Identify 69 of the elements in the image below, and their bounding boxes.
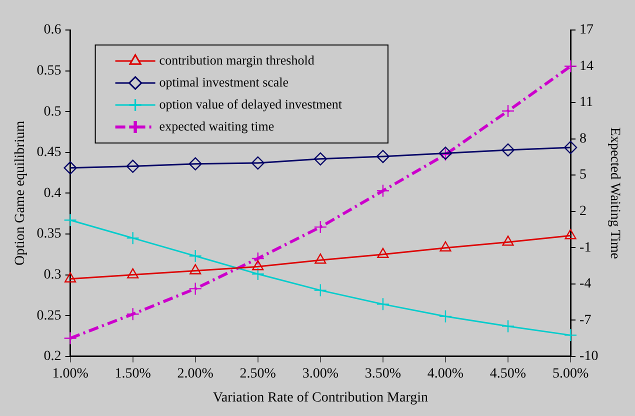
y2-tick-label: -1 (580, 240, 592, 256)
x-tick-label: 3.50% (364, 366, 402, 382)
y-tick-label: 0.2 (44, 349, 62, 364)
y-axis-title: Option Game equilibrium (13, 120, 28, 266)
y-tick-label: 0.45 (36, 145, 62, 160)
x-tick-label: 5.00% (552, 366, 589, 382)
x-tick-label: 4.50% (490, 366, 526, 382)
y2-axis-title: Expected Waiting Time (606, 127, 622, 260)
point (188, 249, 202, 263)
legend-label: expected waiting time (159, 118, 274, 134)
point (126, 231, 140, 245)
point (564, 328, 578, 342)
y-tick-label: 0.3 (44, 267, 62, 282)
y2-tick-label: -4 (580, 276, 592, 292)
point (376, 184, 390, 198)
x-tick-label: 3.00% (302, 366, 339, 382)
y2-tick-label: -10 (580, 349, 598, 364)
y2-tick-label: 5 (580, 168, 587, 183)
point (564, 140, 578, 154)
point (314, 220, 328, 234)
point (64, 161, 77, 175)
point (251, 267, 264, 281)
y2-tick-label: 8 (580, 131, 587, 146)
y-tick-label: 0.6 (44, 22, 62, 38)
y-tick-label: 0.55 (36, 63, 62, 78)
point (127, 268, 139, 278)
point (564, 229, 576, 240)
point (501, 320, 515, 333)
point (438, 310, 452, 324)
point (64, 214, 77, 227)
legend-label: contribution margin threshold (159, 52, 315, 68)
y2-tick-label: -7 (580, 312, 592, 328)
point (188, 157, 202, 170)
x-tick-label: 1.00% (52, 366, 89, 382)
x-tick-label: 1.50% (114, 366, 152, 382)
point (377, 248, 389, 258)
y-tick-label: 0.35 (36, 226, 62, 242)
point (376, 298, 390, 311)
point (564, 60, 578, 73)
legend-label: option value of delayed investment (159, 96, 342, 112)
point (440, 241, 452, 252)
x-axis-title: Variation Rate of Contribution Margin (212, 390, 428, 406)
point (251, 156, 264, 170)
x-tick-label: 4.00% (427, 366, 464, 382)
point (64, 272, 76, 282)
y-tick-label: 0.25 (36, 308, 62, 324)
x-tick-label: 2.50% (240, 366, 276, 382)
y2-tick-label: 17 (580, 22, 594, 38)
point (64, 332, 77, 345)
y2-tick-label: 2 (580, 204, 587, 220)
point (126, 307, 140, 321)
y-tick-label: 0.4 (44, 186, 62, 201)
point (188, 282, 202, 296)
y-tick-label: 0.5 (44, 104, 62, 120)
point (251, 252, 264, 266)
legend-label: optimal investment scale (159, 74, 289, 90)
y2-tick-label: 11 (580, 95, 594, 110)
point (314, 284, 328, 297)
point (501, 143, 515, 157)
x-tick-label: 2.00% (177, 366, 214, 382)
point (252, 260, 264, 270)
point (314, 254, 326, 264)
y2-tick-label: 14 (580, 58, 594, 74)
point (501, 104, 515, 118)
point (190, 264, 202, 274)
point (126, 160, 140, 173)
point (502, 236, 514, 246)
point (376, 150, 390, 164)
point (314, 152, 328, 166)
